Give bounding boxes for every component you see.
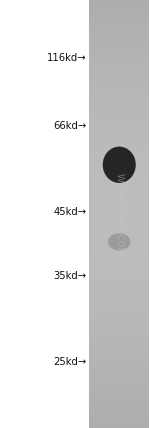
Text: 45kd→: 45kd→	[53, 207, 86, 217]
Text: WWW.PTGAB.COM: WWW.PTGAB.COM	[115, 173, 124, 255]
Text: 66kd→: 66kd→	[53, 121, 86, 131]
Text: 25kd→: 25kd→	[53, 357, 86, 367]
Ellipse shape	[103, 146, 136, 183]
Text: 35kd→: 35kd→	[53, 271, 86, 281]
Ellipse shape	[108, 233, 130, 250]
Text: 116kd→: 116kd→	[47, 53, 86, 63]
